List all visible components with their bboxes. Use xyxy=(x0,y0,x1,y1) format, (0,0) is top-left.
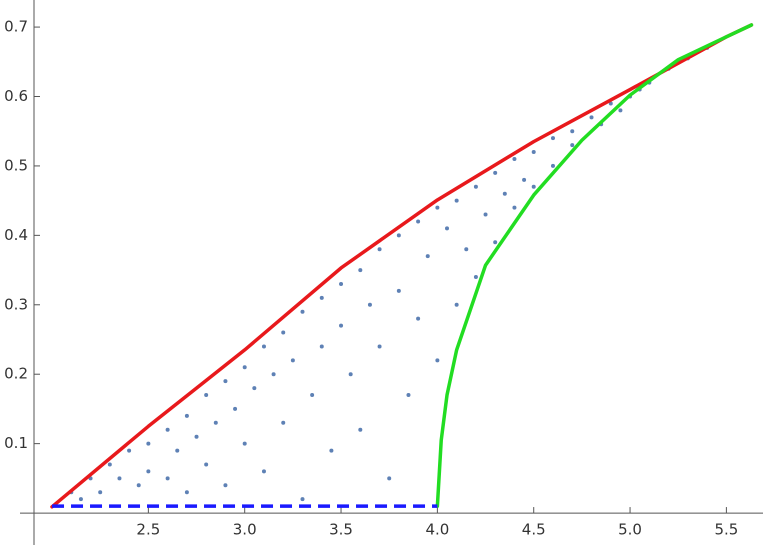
point xyxy=(98,490,103,495)
x-tick-label: 5.5 xyxy=(714,521,738,539)
x-tick-label: 4.5 xyxy=(522,521,546,539)
curve xyxy=(435,23,754,508)
y-tick-label: 0.2 xyxy=(4,365,28,383)
point xyxy=(78,497,83,502)
point xyxy=(146,441,151,446)
point xyxy=(233,406,238,411)
point xyxy=(493,170,498,175)
y-tick-label: 0.3 xyxy=(4,295,28,313)
point xyxy=(445,226,450,231)
point xyxy=(550,136,555,141)
point xyxy=(204,462,209,467)
point xyxy=(550,163,555,168)
curve xyxy=(50,23,754,509)
point xyxy=(252,386,257,391)
point xyxy=(290,358,295,363)
y-tick-label: 0.7 xyxy=(4,18,28,36)
point xyxy=(261,344,266,349)
point xyxy=(194,434,199,439)
y-tick-label: 0.1 xyxy=(4,434,28,452)
point xyxy=(348,372,353,377)
point xyxy=(570,143,575,148)
point xyxy=(406,393,411,398)
point xyxy=(127,448,132,453)
point xyxy=(339,281,344,286)
point xyxy=(319,344,324,349)
point xyxy=(454,198,459,203)
point xyxy=(165,427,170,432)
point xyxy=(396,233,401,238)
x-tick-label: 5.0 xyxy=(618,521,642,539)
point xyxy=(531,184,536,189)
point xyxy=(396,288,401,293)
point xyxy=(281,330,286,335)
point xyxy=(377,247,382,252)
point xyxy=(223,379,228,384)
point xyxy=(261,469,266,474)
point xyxy=(618,108,623,113)
point xyxy=(319,295,324,300)
point xyxy=(223,483,228,488)
point xyxy=(435,358,440,363)
point xyxy=(242,365,247,370)
x-tick-label: 2.5 xyxy=(136,521,160,539)
point xyxy=(242,441,247,446)
point xyxy=(367,302,372,307)
point xyxy=(107,462,112,467)
point xyxy=(493,240,498,245)
point xyxy=(473,184,478,189)
point xyxy=(184,413,189,418)
point xyxy=(310,393,315,398)
point xyxy=(358,427,363,432)
point xyxy=(502,191,507,196)
point xyxy=(213,420,218,425)
point xyxy=(329,448,334,453)
point xyxy=(136,483,141,488)
point xyxy=(146,469,151,474)
x-tick-label: 3.5 xyxy=(329,521,353,539)
point xyxy=(377,344,382,349)
point xyxy=(416,219,421,224)
point xyxy=(175,448,180,453)
y-tick-label: 0.6 xyxy=(4,87,28,105)
point xyxy=(473,275,478,280)
point xyxy=(300,497,305,502)
point xyxy=(512,156,517,161)
point xyxy=(300,309,305,314)
point xyxy=(165,476,170,481)
point xyxy=(464,247,469,252)
point xyxy=(425,254,430,259)
point xyxy=(339,323,344,328)
point xyxy=(570,129,575,134)
point xyxy=(358,268,363,273)
y-tick-label: 0.4 xyxy=(4,226,28,244)
point xyxy=(387,476,392,481)
point xyxy=(281,420,286,425)
point xyxy=(483,212,488,217)
point xyxy=(454,302,459,307)
point xyxy=(117,476,122,481)
point xyxy=(416,316,421,321)
point xyxy=(531,150,536,155)
point xyxy=(512,205,517,210)
point xyxy=(271,372,276,377)
point xyxy=(435,205,440,210)
point xyxy=(589,115,594,120)
point xyxy=(184,490,189,495)
x-tick-label: 4.0 xyxy=(425,521,449,539)
y-tick-label: 0.5 xyxy=(4,156,28,174)
point xyxy=(522,177,527,182)
point xyxy=(204,393,209,398)
x-tick-label: 3.0 xyxy=(233,521,257,539)
